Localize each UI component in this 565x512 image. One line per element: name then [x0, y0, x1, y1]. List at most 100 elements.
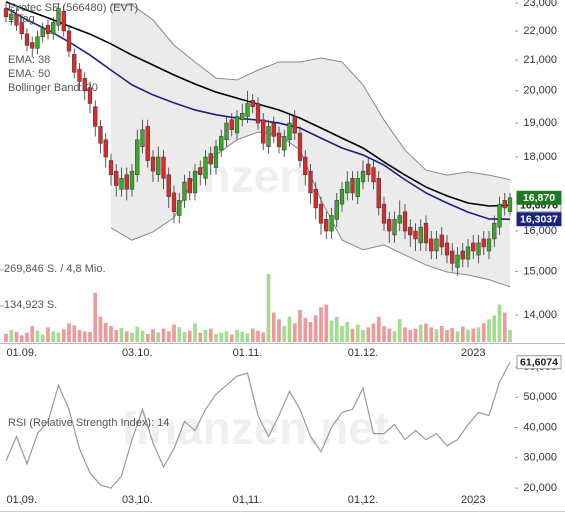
candle-body [507, 197, 513, 212]
x-tick-label: 01.12. [348, 494, 379, 506]
candle-body [161, 156, 166, 179]
candle-body [3, 8, 9, 18]
candle-body [303, 156, 308, 175]
candle-body [72, 53, 77, 73]
candle-body [119, 178, 124, 190]
volume-bar [67, 323, 71, 342]
candle-body [66, 30, 72, 52]
y-tick-label: 20,000 [523, 85, 557, 97]
volume-bar [182, 331, 187, 342]
candle-body [45, 24, 51, 35]
volume-bar [261, 332, 266, 342]
candle-body [40, 27, 45, 37]
volume-bar [439, 325, 444, 342]
volume-bar [156, 332, 161, 342]
candle-body [150, 156, 156, 172]
volume-bar [19, 335, 24, 342]
x-tick-label: 01.12. [348, 347, 379, 359]
volume-bar [397, 319, 402, 342]
candle-body [502, 200, 507, 209]
candle-body [213, 146, 219, 168]
y-tick-label: 20,000 [523, 482, 557, 494]
volume-bar [177, 327, 182, 342]
candle-body [355, 178, 360, 197]
candle-body [177, 200, 182, 216]
value-box [516, 355, 562, 370]
candle-body [376, 178, 381, 209]
front-layer: 23,000 22,000 21,000 20,000 19,000 18,000 16,0… [3, 0, 562, 506]
candle-body [24, 33, 30, 46]
candle-body [444, 242, 450, 256]
watermark: finanzen.net [121, 402, 389, 454]
volume-bar [56, 332, 61, 342]
candle-body [429, 238, 434, 252]
volume-bar [376, 316, 381, 342]
volume-bar [508, 329, 512, 342]
value-box-label: 16,870 [523, 192, 555, 204]
volume-bar [497, 304, 502, 342]
volume-bar [198, 332, 203, 342]
volume-bar [455, 331, 460, 342]
candle-body [61, 10, 66, 32]
volume-bar [61, 329, 66, 342]
volume-bar [166, 331, 171, 342]
volume-bar [119, 328, 124, 342]
volume-bar [25, 332, 29, 342]
y-tick-label: 15,000 [523, 265, 557, 277]
candle-body [77, 68, 82, 82]
candle-body [450, 250, 455, 264]
volume-bar [481, 323, 486, 342]
candle-body [439, 234, 444, 248]
y-tick-label: 40,000 [523, 421, 557, 433]
value-box-label: 61,6074 [520, 356, 558, 368]
volume-bar [240, 331, 245, 342]
volume-tick-label: 134,923 S. [4, 299, 57, 311]
volume-bar [471, 328, 476, 342]
volume-bar [187, 330, 192, 342]
candle-body [292, 116, 297, 134]
candle-body [103, 139, 108, 158]
volume-bar [298, 309, 302, 342]
volume-bar [418, 324, 423, 342]
candle-body [434, 238, 439, 252]
candle-body [460, 250, 465, 260]
volume-bar [88, 331, 92, 342]
volume-bar [392, 331, 397, 342]
x-tick-label: 03.10. [122, 494, 153, 506]
x-tick-label: 03.10. [122, 347, 153, 359]
candle-body [14, 13, 19, 26]
candle-body [413, 230, 418, 240]
y-tick-label: 30,000 [523, 452, 557, 464]
volume-bar [208, 328, 213, 342]
volume-bar [140, 330, 145, 342]
volume-bar [387, 328, 392, 342]
candle-body [465, 246, 471, 260]
volume-bar [4, 333, 8, 342]
volume-bar [103, 322, 108, 342]
candle-body [250, 100, 255, 107]
candle-body [266, 126, 271, 147]
volume-bar [114, 329, 119, 342]
y-tick-label: 21,000 [523, 54, 557, 66]
y-tick-label: 23,000 [523, 0, 557, 9]
volume-bar [224, 331, 229, 342]
volume-bar [355, 324, 360, 342]
x-tick-label: 2023 [461, 347, 485, 359]
candle-body [392, 219, 397, 236]
bollinger-upper [110, 4, 511, 181]
candle-body [423, 222, 429, 244]
candle-body [397, 215, 402, 224]
candle-body [203, 156, 208, 179]
volume-bar [109, 325, 113, 342]
volume-bar [413, 328, 418, 342]
candle-body [324, 219, 329, 232]
candle-body [156, 156, 161, 175]
volume-bar [77, 329, 82, 342]
y-tick-label: 16,000 [523, 225, 557, 237]
volume-bar [403, 327, 407, 342]
volume-bar [9, 329, 14, 342]
candle-body [381, 203, 387, 224]
chart-title: Evotec SE (566480) (EVT) [8, 2, 138, 14]
volume-bar [214, 333, 218, 342]
candle-body [135, 139, 140, 175]
